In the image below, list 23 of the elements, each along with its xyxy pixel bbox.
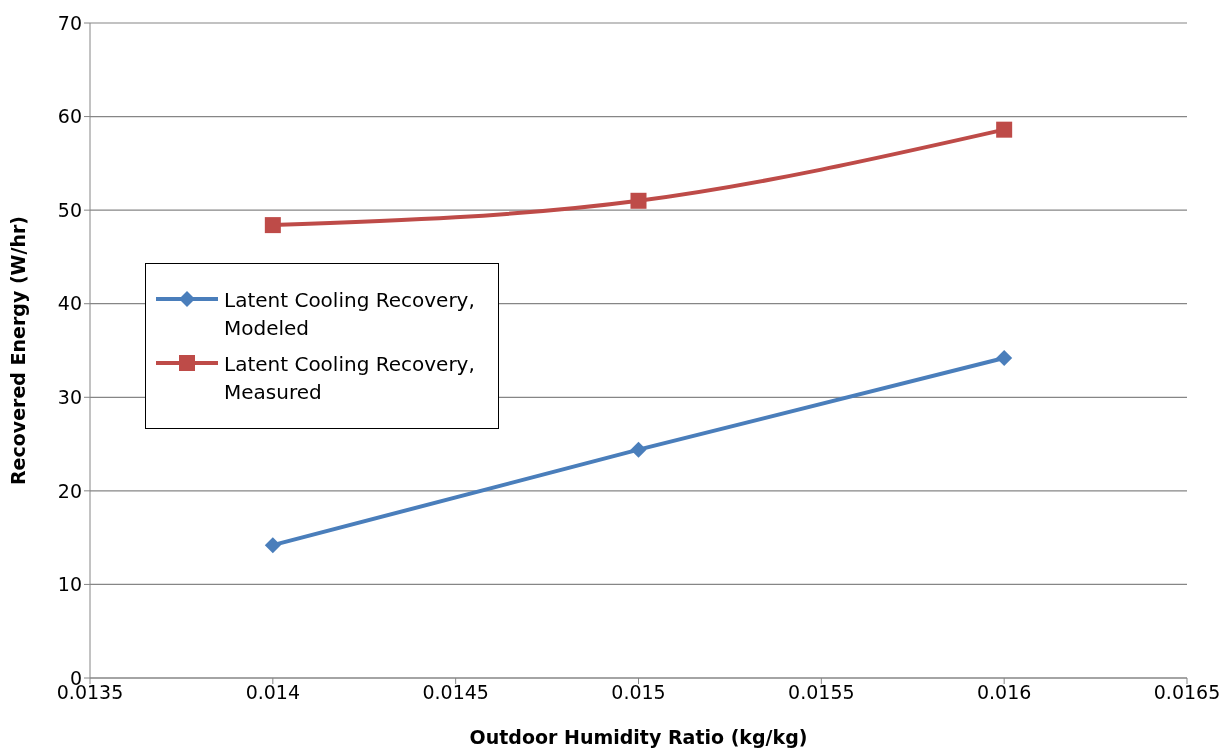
- y-axis-title: Recovered Energy (W/hr): [6, 215, 29, 486]
- x-tick-label: 0.0145: [422, 681, 489, 704]
- point: [996, 349, 1013, 366]
- x-tick-label: 0.014: [245, 681, 301, 704]
- y-tick-label: 70: [57, 11, 82, 34]
- y-tick-label: 10: [57, 573, 82, 596]
- point: [996, 121, 1013, 138]
- y-tick-label: 60: [57, 105, 82, 128]
- y-tick-label: 30: [57, 386, 82, 409]
- legend-label: Latent Cooling Recovery, Measured: [224, 351, 476, 406]
- y-tick-label: 50: [57, 198, 82, 221]
- x-tick-label: 0.016: [976, 681, 1032, 704]
- y-tick-label: 40: [57, 292, 82, 315]
- x-tick-label: 0.0155: [788, 681, 855, 704]
- point: [264, 217, 281, 234]
- x-axis-title: Outdoor Humidity Ratio (kg/kg): [469, 726, 808, 748]
- y-tick-label: 20: [57, 479, 82, 502]
- legend-label: Latent Cooling Recovery, Modeled: [224, 287, 476, 342]
- point: [630, 441, 647, 458]
- x-tick-label: 0.015: [611, 681, 666, 704]
- point: [630, 192, 647, 209]
- point: [264, 537, 281, 554]
- x-tick-label: 0.0165: [1153, 681, 1221, 704]
